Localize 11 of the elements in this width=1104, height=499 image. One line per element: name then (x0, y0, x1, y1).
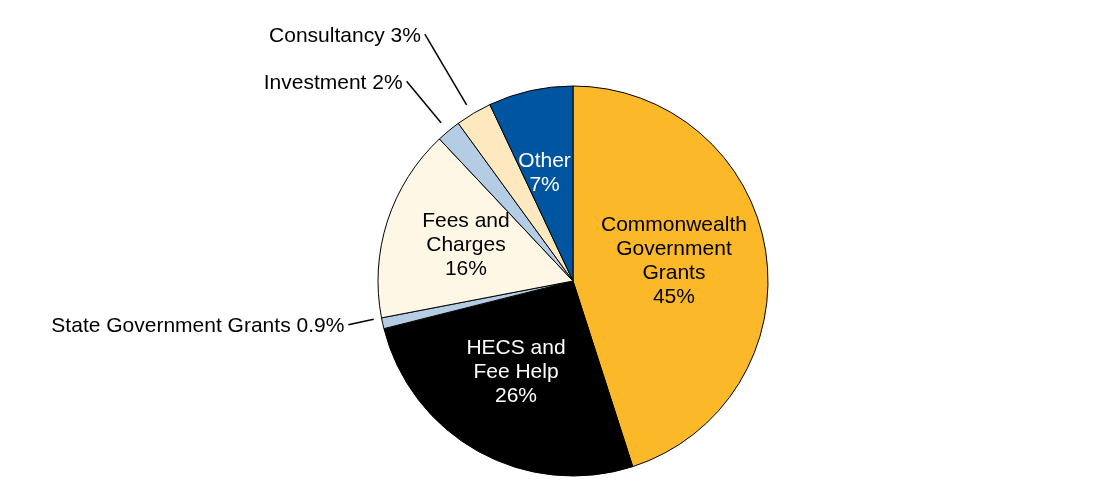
data-label: 26% (494, 382, 538, 406)
data-label: 45% (652, 283, 695, 307)
slice-label: Investment 2% (263, 69, 403, 93)
slice-label: Other (518, 147, 571, 171)
data-label: 16% (444, 255, 487, 279)
data-label: 7% (529, 171, 560, 195)
slice-label: HECS and Fee Help (466, 334, 566, 382)
slice-label: State Government Grants 0.9% (51, 313, 345, 337)
slice-label: Commonwealth Government Grants (601, 211, 747, 283)
slice-label: Fees and Charges (422, 207, 510, 255)
slice-label: Consultancy 3% (269, 22, 421, 46)
